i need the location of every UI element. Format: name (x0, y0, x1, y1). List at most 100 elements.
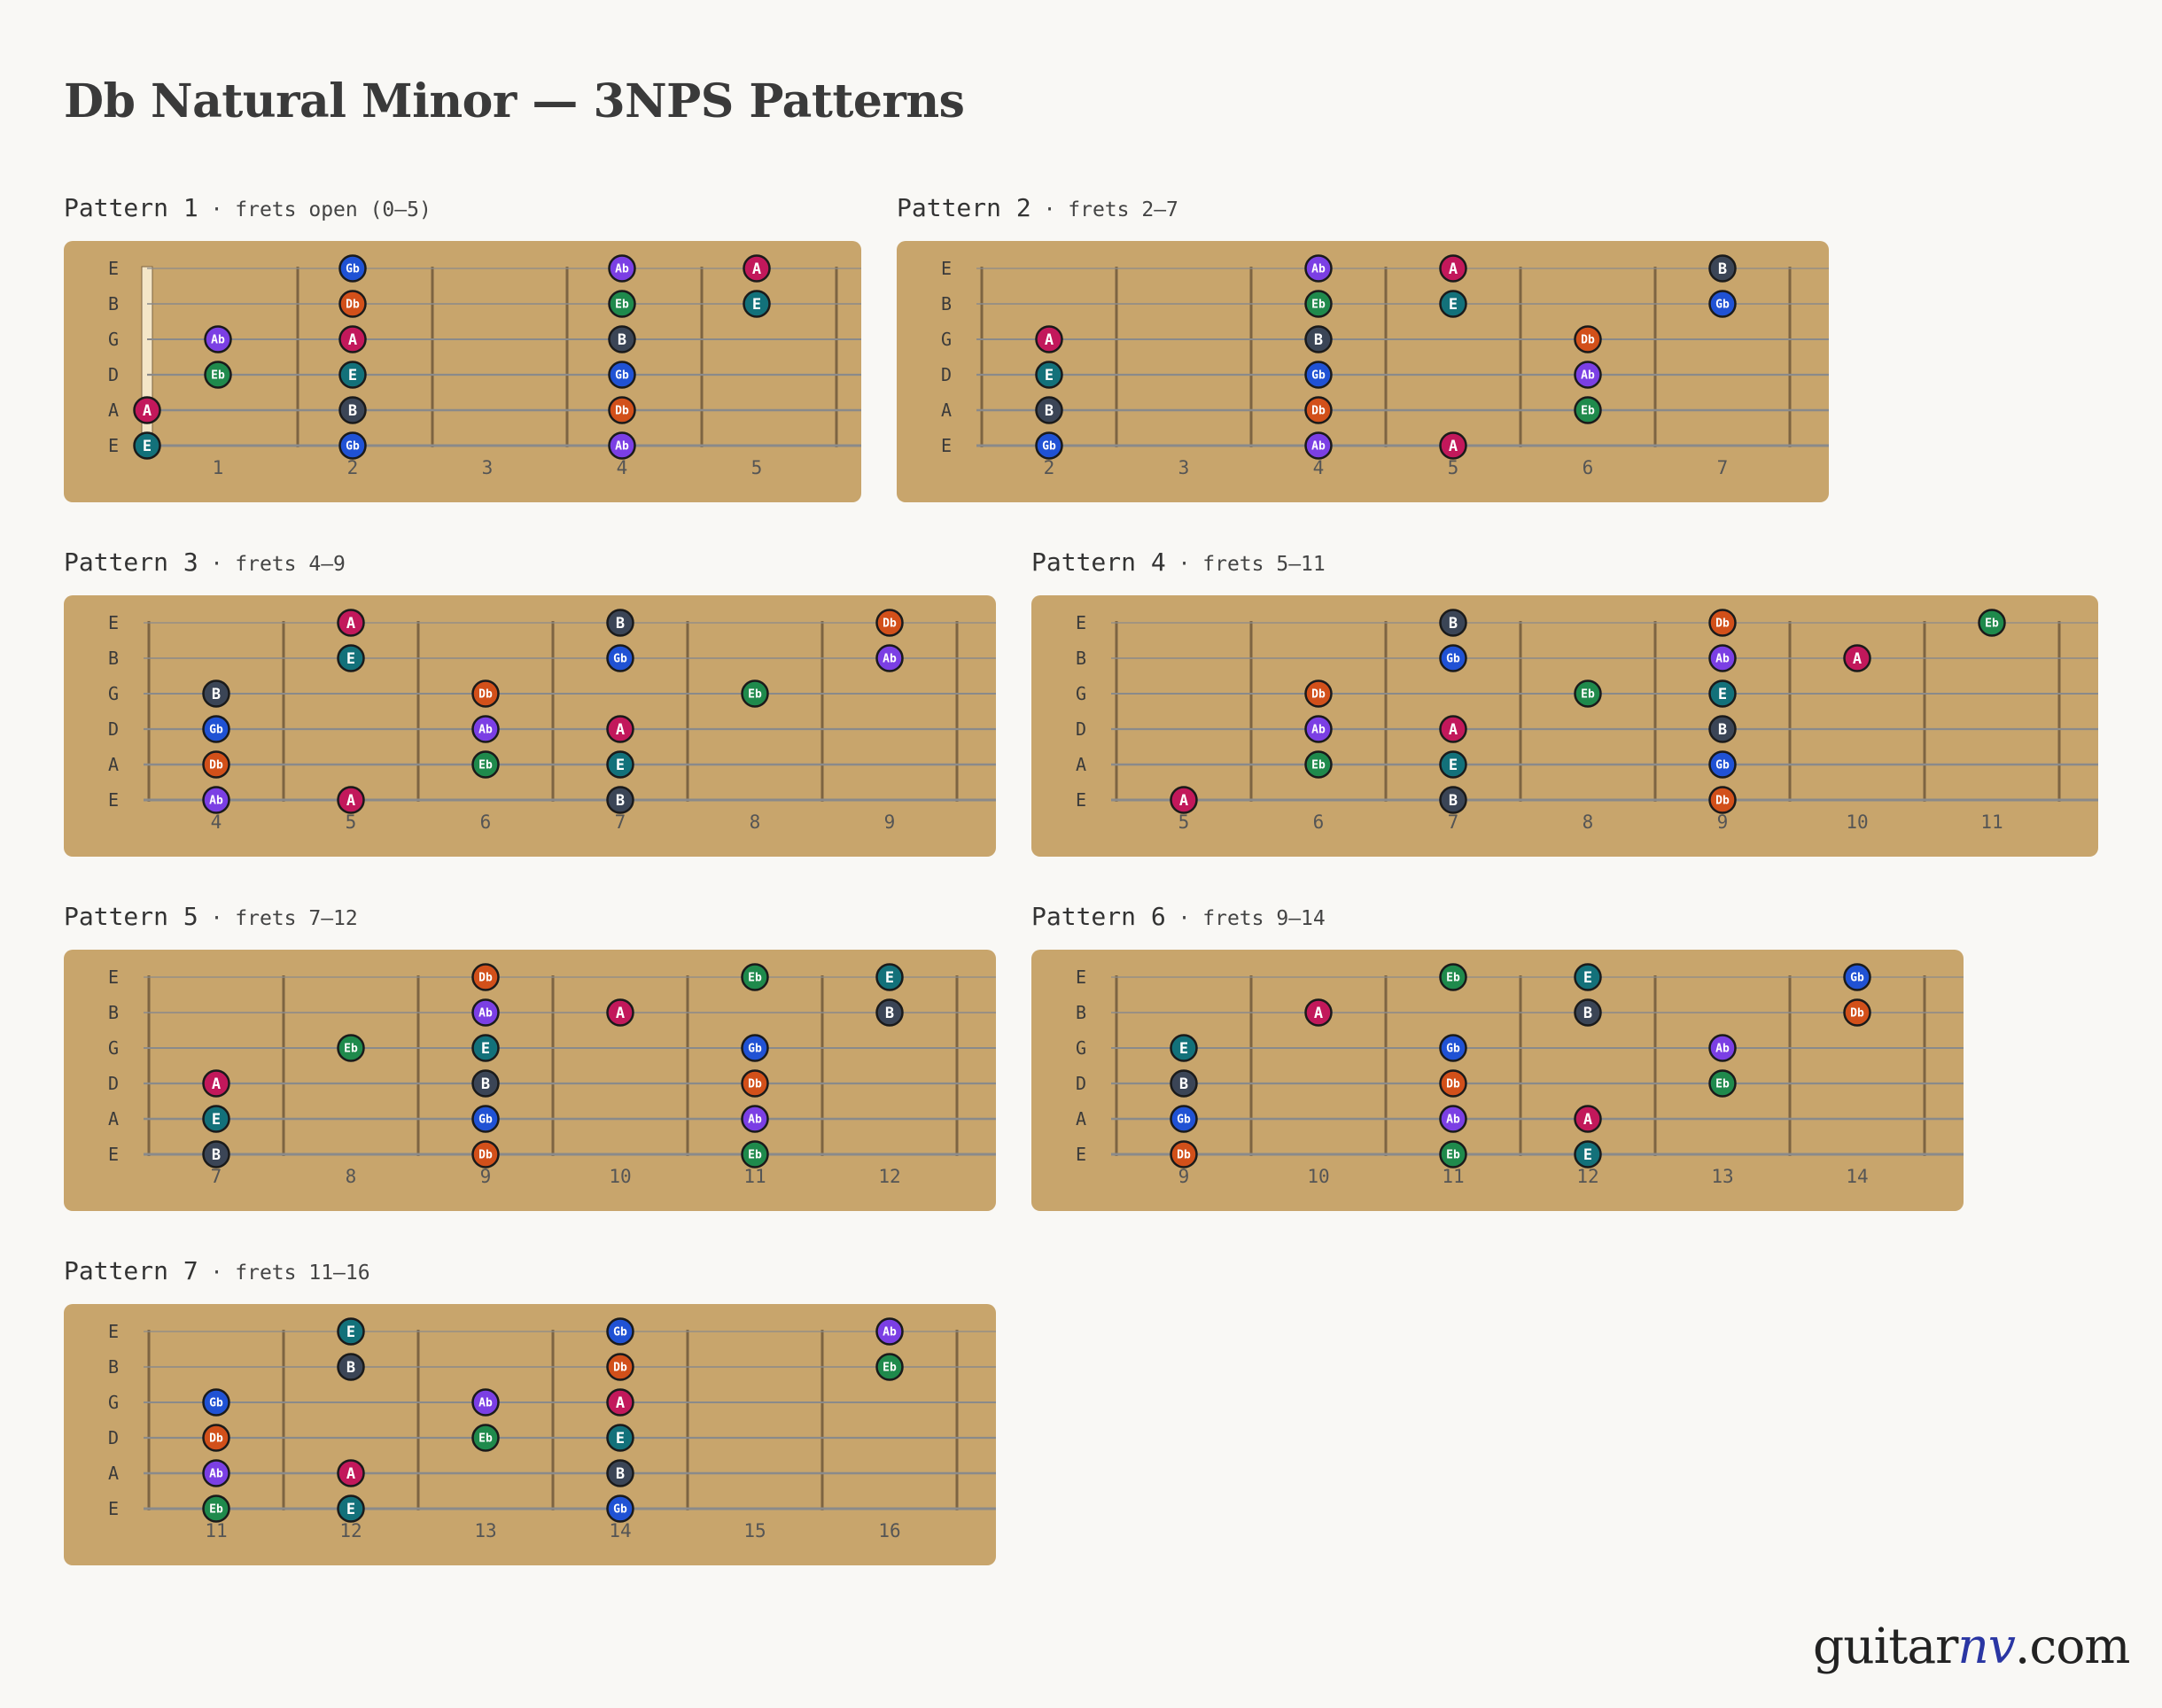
note-name-label: Ab (1715, 653, 1730, 666)
note-name-label: Eb (1311, 759, 1326, 772)
note-name-label: Gb (748, 1043, 762, 1056)
note-name-label: Db (1715, 795, 1730, 808)
pattern-name: Pattern 3 (64, 547, 198, 577)
string-name-label: D (108, 1073, 119, 1094)
note-marker: B (1304, 325, 1333, 353)
note-marker: E (743, 290, 771, 318)
note-name-label: Ab (883, 653, 897, 666)
string-name-label: A (108, 400, 119, 421)
fret-number-label: 14 (609, 1520, 631, 1541)
note-name-label: A (1179, 792, 1188, 810)
fret-number-label: 16 (878, 1520, 900, 1541)
pattern-label: Pattern 3 · frets 4–9 (64, 547, 346, 577)
note-marker: E (202, 1105, 230, 1133)
fret-number-label: 4 (617, 457, 628, 478)
note-marker: Eb (471, 750, 500, 779)
note-name-label: B (481, 1075, 490, 1093)
note-name-label: B (1045, 402, 1054, 420)
note-name-label: Db (478, 972, 493, 985)
fret-number-label: 7 (1717, 457, 1729, 478)
note-marker: B (606, 786, 634, 814)
note-name-label: Gb (613, 1503, 627, 1517)
string-name-label: B (108, 293, 119, 314)
note-name-label: E (1179, 1040, 1188, 1058)
string-name-label: B (1076, 1002, 1086, 1023)
note-name-label: Ab (615, 263, 629, 276)
note-marker: Ab (608, 254, 636, 283)
fret-number-label: 5 (346, 811, 357, 833)
note-marker: Ab (1708, 1034, 1737, 1062)
note-name-label: Db (1581, 334, 1595, 347)
note-marker: Ab (1708, 644, 1737, 672)
string-name-label: D (108, 364, 119, 385)
fret-number-label: 5 (751, 457, 763, 478)
note-name-label: Eb (1715, 1078, 1730, 1091)
note-marker: Eb (1439, 963, 1467, 991)
fretboard-background (64, 595, 996, 857)
note-marker: A (606, 1388, 634, 1417)
note-marker: Eb (1574, 396, 1602, 424)
note-marker: Db (608, 396, 636, 424)
fret-number-label: 4 (211, 811, 222, 833)
note-marker: A (1439, 431, 1467, 460)
string-name-label: G (1076, 683, 1086, 704)
note-marker: Eb (1304, 750, 1333, 779)
fret-number-label: 1 (213, 457, 224, 478)
note-marker: Db (606, 1353, 634, 1381)
fret-number-label: 12 (1576, 1166, 1598, 1187)
note-name-label: Gb (1715, 759, 1730, 772)
note-name-label: Gb (478, 1114, 493, 1127)
brand-part-2: nv (1957, 1618, 2015, 1674)
string-name-label: D (108, 718, 119, 740)
note-name-label: E (1449, 296, 1458, 314)
string-name-label: B (108, 1356, 119, 1378)
note-marker: A (337, 1459, 365, 1487)
note-name-label: B (616, 615, 625, 633)
note-marker: Ab (875, 1317, 904, 1346)
note-marker: Eb (875, 1353, 904, 1381)
note-marker: Gb (338, 431, 367, 460)
fret-number-label: 12 (339, 1520, 362, 1541)
note-name-label: Gb (613, 653, 627, 666)
note-name-label: Ab (478, 724, 493, 737)
note-marker: Eb (608, 290, 636, 318)
note-name-label: E (752, 296, 761, 314)
note-name-label: B (346, 1359, 355, 1377)
note-marker: Ab (471, 998, 500, 1027)
note-name-label: Eb (748, 1149, 762, 1162)
note-marker: Db (1708, 609, 1737, 637)
note-marker: Db (338, 290, 367, 318)
note-marker: A (338, 325, 367, 353)
note-marker: B (608, 325, 636, 353)
fret-number-label: 12 (878, 1166, 900, 1187)
note-marker: B (1708, 715, 1737, 743)
string-name-label: G (108, 1037, 119, 1059)
note-name-label: Gb (346, 440, 360, 454)
note-marker: Gb (1035, 431, 1063, 460)
string-name-label: E (108, 1498, 119, 1519)
note-name-label: Gb (615, 369, 629, 383)
note-name-label: B (1449, 615, 1458, 633)
note-marker: Db (471, 963, 500, 991)
fret-number-label: 8 (750, 811, 761, 833)
note-name-label: B (616, 1465, 625, 1483)
note-marker: E (875, 963, 904, 991)
note-marker: E (338, 361, 367, 389)
note-marker: Gb (1304, 361, 1333, 389)
note-marker: E (471, 1034, 500, 1062)
pattern-fret-range: · frets 11–16 (198, 1262, 370, 1285)
note-marker: B (471, 1069, 500, 1098)
string-name-label: B (108, 648, 119, 669)
note-name-label: Eb (1581, 405, 1595, 418)
note-name-label: Gb (1446, 1043, 1460, 1056)
note-marker: A (1439, 715, 1467, 743)
note-name-label: E (1583, 969, 1592, 987)
string-name-label: E (108, 967, 119, 988)
note-marker: Eb (741, 963, 769, 991)
note-name-label: Gb (209, 724, 223, 737)
note-name-label: E (1718, 686, 1727, 703)
note-marker: A (1843, 644, 1871, 672)
string-name-label: E (108, 789, 119, 811)
note-name-label: Db (1311, 688, 1326, 702)
note-name-label: E (1449, 757, 1458, 774)
